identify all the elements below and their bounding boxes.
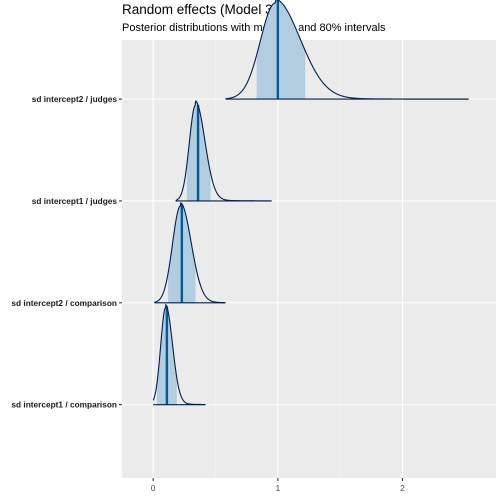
x-tick-label: 0 bbox=[151, 483, 156, 493]
chart-title: Random effects (Model 3) bbox=[122, 2, 278, 17]
y-tick-label: sd intercept1 / comparison bbox=[11, 400, 117, 410]
ridge-layer bbox=[152, 0, 469, 406]
y-axis: sd intercept2 / judges sd intercept1 / ju… bbox=[11, 94, 122, 410]
x-tick-label: 1 bbox=[275, 483, 280, 493]
x-tick-label: 2 bbox=[400, 483, 405, 493]
y-tick-label: sd intercept2 / comparison bbox=[11, 298, 117, 308]
y-tick-label: sd intercept2 / judges bbox=[32, 94, 118, 104]
chart-subtitle: Posterior distributions with medians and… bbox=[122, 22, 386, 34]
x-axis: 0 1 2 bbox=[151, 478, 405, 493]
y-tick-label: sd intercept1 / judges bbox=[32, 196, 118, 206]
interval-80-area bbox=[256, 0, 306, 100]
density-curve bbox=[154, 202, 226, 304]
